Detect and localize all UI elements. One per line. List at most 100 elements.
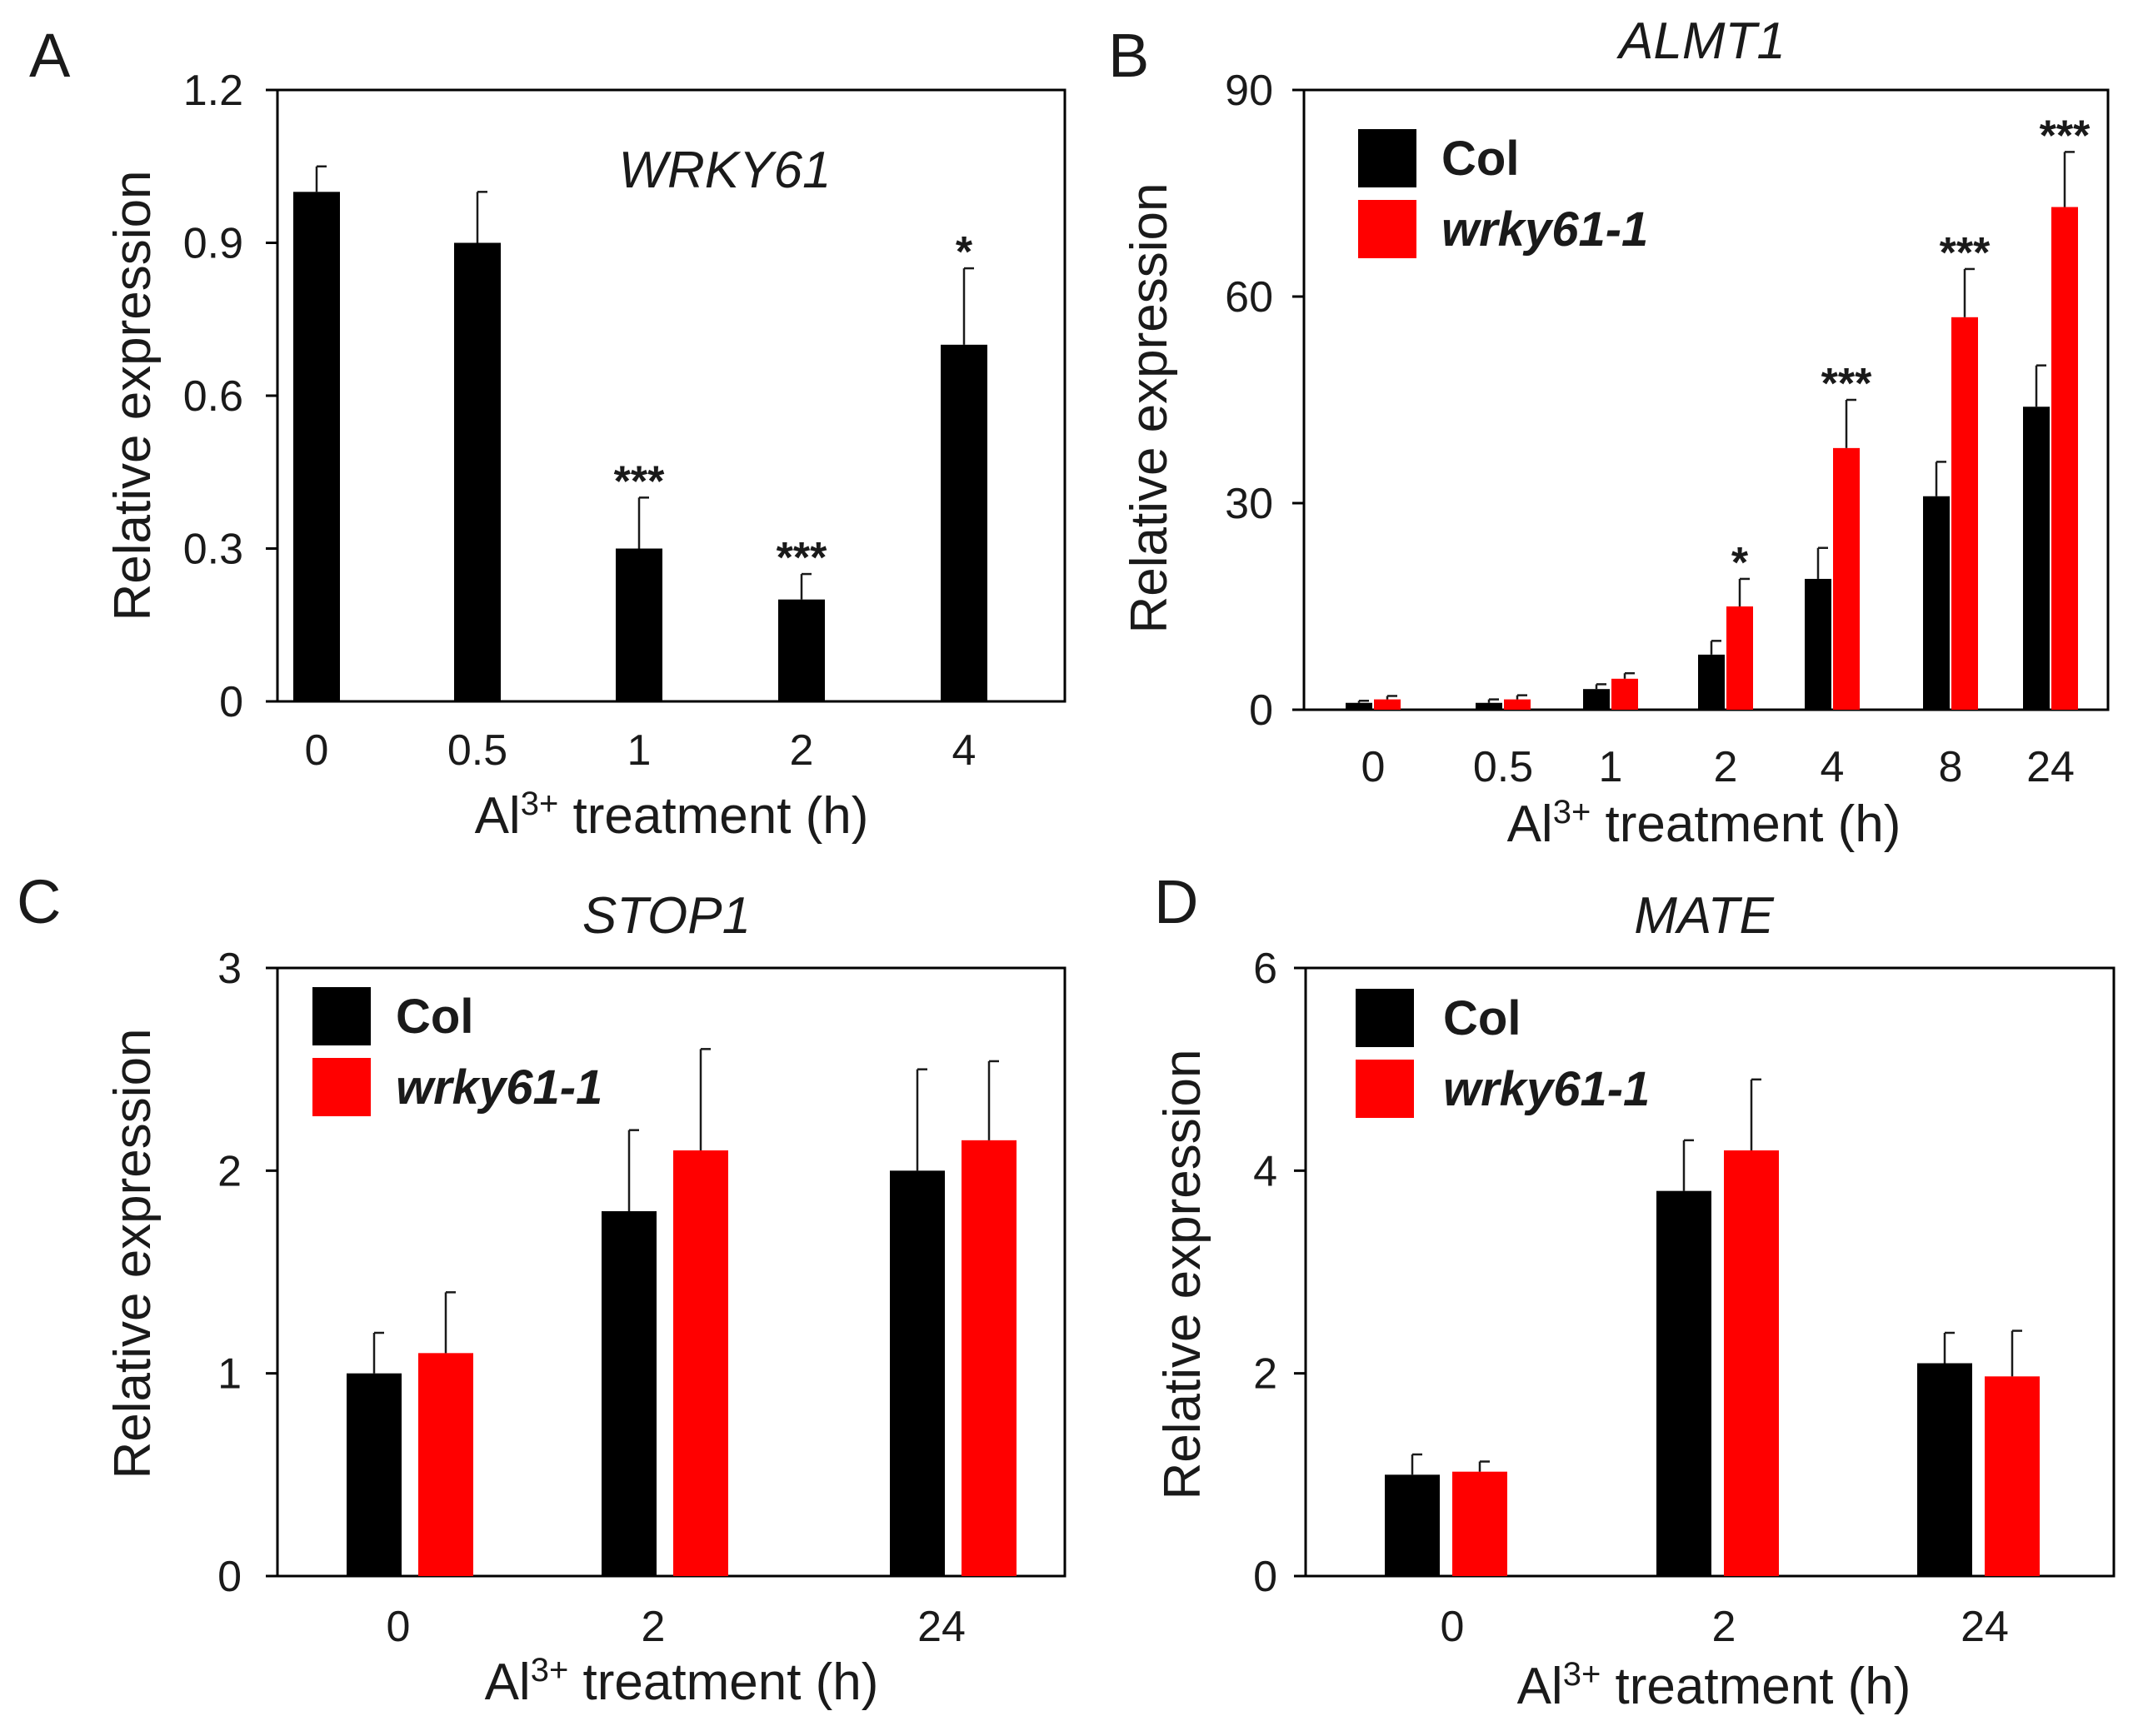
panel-letter: A bbox=[29, 21, 71, 90]
chart-panel-b: B ALMT1 0 30 60 90 0 0.5 1 * 2 *** 4 *** 8 *** 24 Al3+ tr… bbox=[1108, 12, 2110, 853]
bar bbox=[602, 1211, 657, 1576]
bar bbox=[778, 599, 825, 701]
x-tick-label: 1 bbox=[627, 726, 652, 775]
legend-label: wrky61-1 bbox=[396, 1060, 602, 1115]
x-tick-label: 2 bbox=[790, 726, 814, 775]
bar bbox=[1611, 678, 1638, 710]
bar bbox=[673, 1150, 728, 1576]
plot-frame bbox=[1302, 88, 2110, 711]
x-tick-label: 8 bbox=[1939, 743, 1963, 791]
y-tick-label: 6 bbox=[1253, 945, 1277, 993]
significance-label: *** bbox=[1940, 229, 1991, 277]
x-tick-label: 1 bbox=[1599, 743, 1623, 791]
x-axis-label: Al3+ treatment (h) bbox=[485, 1652, 879, 1711]
y-tick-label: 0.9 bbox=[183, 220, 243, 268]
bar bbox=[347, 1373, 402, 1576]
panel-letter: C bbox=[17, 867, 61, 936]
x-tick-label: 24 bbox=[1961, 1603, 2009, 1651]
x-axis-label: Al3+ treatment (h) bbox=[475, 786, 869, 845]
x-tick-label: 0 bbox=[1441, 1603, 1465, 1651]
bar bbox=[1724, 1150, 1779, 1576]
x-tick-label: 0 bbox=[305, 726, 329, 775]
bar bbox=[1951, 317, 1978, 710]
bar bbox=[1476, 702, 1502, 710]
x-tick-label: 24 bbox=[917, 1603, 966, 1651]
significance-label: *** bbox=[1821, 360, 1872, 408]
legend-swatch bbox=[1358, 200, 1416, 258]
bar bbox=[2051, 207, 2078, 711]
y-tick-label: 0 bbox=[217, 1553, 242, 1601]
y-tick-label: 0 bbox=[1253, 1553, 1277, 1601]
bar bbox=[418, 1353, 473, 1576]
legend-label: wrky61-1 bbox=[1441, 202, 1648, 257]
x-tick-label: 2 bbox=[1714, 743, 1738, 791]
y-tick-label: 1.2 bbox=[183, 67, 243, 115]
legend-label: Col bbox=[1443, 991, 1521, 1045]
y-tick-label: 4 bbox=[1253, 1147, 1277, 1195]
y-tick-label: 0.6 bbox=[183, 372, 243, 421]
bar bbox=[1374, 699, 1401, 710]
legend-label: wrky61-1 bbox=[1443, 1062, 1650, 1116]
y-axis-label: Relative expression bbox=[104, 170, 162, 621]
bar bbox=[616, 548, 662, 701]
bar bbox=[2023, 407, 2050, 710]
significance-label: * bbox=[956, 228, 973, 277]
chart-title: MATE bbox=[1634, 887, 1774, 945]
chart-panel-c: C STOP1 0 1 2 3 0 2 24 Al3+ treatment (h) Relative… bbox=[17, 867, 1066, 1711]
significance-label: * bbox=[1731, 539, 1749, 587]
y-tick-label: 60 bbox=[1225, 273, 1273, 322]
y-tick-label: 90 bbox=[1225, 67, 1273, 115]
x-axis-label: Al3+ treatment (h) bbox=[1517, 1656, 1911, 1715]
bar bbox=[1917, 1363, 1972, 1576]
x-tick-label: 2 bbox=[642, 1603, 666, 1651]
bar bbox=[1504, 699, 1531, 710]
y-axis-label: Relative expression bbox=[1154, 1049, 1211, 1499]
bar bbox=[1923, 496, 1950, 710]
x-tick-label: 0 bbox=[387, 1603, 411, 1651]
y-axis-label: Relative expression bbox=[1121, 182, 1178, 633]
x-tick-label: 4 bbox=[952, 726, 977, 775]
legend-label: Col bbox=[396, 990, 473, 1044]
x-tick-label: 2 bbox=[1712, 1603, 1736, 1651]
bar bbox=[1656, 1190, 1711, 1576]
panel-letter: B bbox=[1108, 21, 1149, 90]
bar bbox=[1698, 654, 1725, 710]
y-tick-label: 2 bbox=[1253, 1350, 1277, 1399]
x-tick-label: 0.5 bbox=[1473, 743, 1533, 791]
legend-swatch bbox=[1356, 1060, 1414, 1118]
bar bbox=[941, 344, 987, 701]
y-tick-label: 0 bbox=[219, 678, 243, 726]
x-tick-label: 0.5 bbox=[447, 726, 507, 775]
bar bbox=[454, 242, 501, 701]
bar bbox=[1583, 689, 1610, 710]
significance-label: *** bbox=[777, 534, 827, 582]
bar bbox=[890, 1170, 945, 1576]
panel-letter: D bbox=[1154, 867, 1198, 936]
chart-panel-a: A WRKY61 0 0.3 0.6 0.9 1.2 0 0.5 *** 1 *** 2 * 4 Al3+ t… bbox=[29, 21, 1066, 845]
y-tick-label: 0.3 bbox=[183, 526, 243, 574]
plot-frame bbox=[276, 966, 1066, 1578]
bar bbox=[293, 192, 340, 702]
bar bbox=[1346, 702, 1372, 710]
bar bbox=[1726, 606, 1753, 710]
chart-title: WRKY61 bbox=[619, 142, 832, 199]
legend-swatch bbox=[1358, 129, 1416, 187]
y-tick-label: 0 bbox=[1249, 686, 1273, 735]
y-tick-label: 2 bbox=[217, 1147, 242, 1195]
bar bbox=[962, 1140, 1017, 1576]
bar bbox=[1385, 1474, 1440, 1576]
bar bbox=[1833, 447, 1860, 710]
bar bbox=[1452, 1471, 1507, 1576]
y-tick-label: 1 bbox=[217, 1350, 242, 1399]
x-axis-label: Al3+ treatment (h) bbox=[1507, 794, 1901, 853]
chart-title: ALMT1 bbox=[1616, 12, 1786, 70]
legend-swatch bbox=[312, 1058, 371, 1116]
y-tick-label: 3 bbox=[217, 945, 242, 993]
chart-title: STOP1 bbox=[582, 887, 751, 945]
x-tick-label: 4 bbox=[1821, 743, 1845, 791]
significance-label: *** bbox=[614, 457, 665, 506]
significance-label: *** bbox=[2040, 112, 2091, 160]
bar bbox=[1805, 578, 1831, 710]
